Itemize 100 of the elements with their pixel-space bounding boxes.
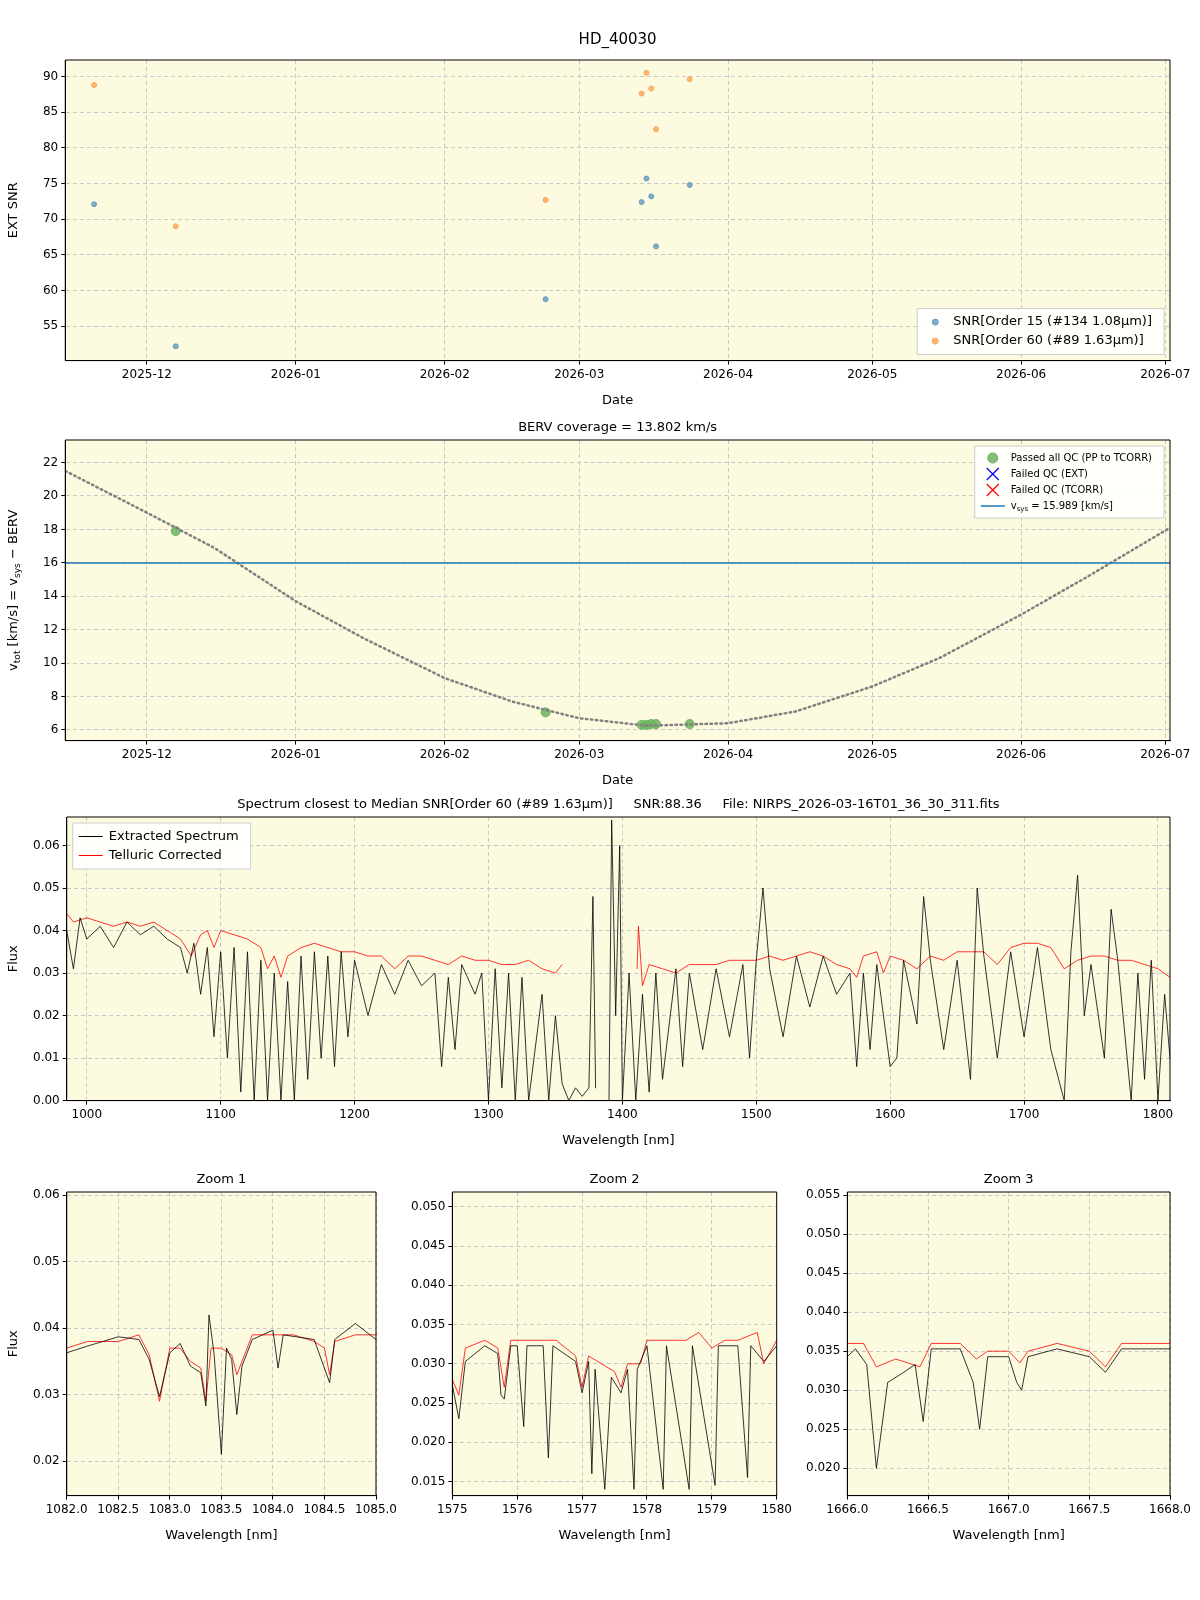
x-tick-label: 1500 (741, 1106, 772, 1121)
legend-label: SNR[Order 60 (#89 1.63μm)] (953, 332, 1144, 348)
x-tick-label: 2026-01 (270, 746, 321, 761)
legend-label: Failed QC (TCORR) (1010, 483, 1104, 495)
x-tick-label: 2026-02 (419, 746, 470, 761)
y-tick-label: 0.05 (33, 880, 60, 895)
x-tick-label: 2025-12 (121, 366, 172, 381)
x-tick-label: 1668.0 (1149, 1501, 1191, 1516)
y-tick-label: 0.035 (410, 1316, 446, 1331)
x-tick-label: 1082.0 (45, 1501, 88, 1516)
y-tick-label: 0.025 (410, 1395, 446, 1410)
x-tick-label: 1083.0 (148, 1501, 191, 1516)
y-axis-title: Flux (5, 1329, 21, 1358)
x-tick-label: 1084.5 (303, 1501, 346, 1516)
x-tick-label: 1578 (631, 1501, 663, 1516)
y-tick-label: 20 (42, 488, 59, 503)
legend-label: Telluric Corrected (107, 846, 222, 862)
y-tick-label: 0.025 (805, 1421, 841, 1436)
y-tick-label: 0.035 (805, 1343, 841, 1358)
x-axis-title: Wavelength [nm] (562, 1132, 675, 1148)
x-tick-label: 1575 (437, 1501, 468, 1516)
y-tick-label: 14 (42, 588, 59, 603)
y-tick-label: 0.03 (33, 965, 60, 980)
y-tick-label: 0.050 (805, 1226, 841, 1241)
x-tick-label: 2026-03 (554, 366, 605, 381)
x-tick-label: 2026-01 (270, 366, 321, 381)
x-tick-label: 1700 (1008, 1106, 1040, 1121)
x-tick-label: 2026-06 (996, 366, 1047, 381)
y-axis-title: vtot [km/s] = vsys − BERV (5, 509, 23, 671)
y-tick-label: 0.055 (805, 1187, 841, 1202)
x-tick-label: 1083.5 (200, 1501, 243, 1516)
x-tick-label: 1200 (339, 1106, 370, 1121)
y-tick-label: 0.040 (805, 1304, 841, 1319)
x-tick-label: 2026-05 (847, 366, 898, 381)
y-tick-label: 0.06 (33, 837, 60, 852)
legend-label: Extracted Spectrum (108, 827, 239, 843)
y-tick-label: 70 (42, 211, 59, 226)
y-tick-label: 90 (42, 68, 59, 83)
y-tick-label: 0.030 (805, 1382, 841, 1397)
x-tick-label: 1576 (501, 1501, 533, 1516)
y-tick-label: 0.020 (410, 1434, 446, 1449)
x-tick-label: 2026-07 (1140, 746, 1191, 761)
x-tick-label: 2026-03 (554, 746, 605, 761)
chart-title: Zoom 2 (589, 1171, 640, 1187)
y-tick-label: 85 (42, 104, 59, 119)
y-tick-label: 60 (42, 282, 59, 297)
x-tick-label: 1800 (1142, 1106, 1174, 1121)
x-axis-title: Wavelength [nm] (165, 1527, 278, 1543)
y-tick-label: 0.015 (410, 1473, 446, 1488)
x-tick-label: 1667.5 (1068, 1501, 1111, 1516)
chart-title: Spectrum closest to Median SNR[Order 60 (#89 1.63μm)] SNR:88.36 File: NIRPS_2026-03-16T01_36_30_311.fits (237, 796, 1000, 812)
chart-title: BERV coverage = 13.802 km/s (518, 419, 718, 435)
x-tick-label: 1400 (607, 1106, 638, 1121)
y-tick-label: 22 (42, 454, 59, 469)
x-tick-label: 2026-02 (419, 366, 470, 381)
y-tick-label: 0.04 (33, 922, 60, 937)
y-tick-label: 0.050 (410, 1199, 446, 1214)
x-tick-label: 1084.0 (251, 1501, 294, 1516)
x-axis-title: Date (602, 772, 634, 788)
x-tick-label: 1580 (761, 1501, 792, 1516)
y-tick-label: 0.040 (410, 1277, 446, 1292)
x-tick-label: 1085.0 (355, 1501, 398, 1516)
x-tick-label: 2026-07 (1140, 366, 1191, 381)
y-tick-label: 18 (42, 521, 59, 536)
y-tick-label: 10 (42, 655, 59, 670)
x-tick-label: 1600 (874, 1106, 906, 1121)
y-tick-label: 0.045 (805, 1265, 841, 1280)
x-tick-label: 1300 (473, 1106, 504, 1121)
y-tick-label: 12 (42, 621, 59, 636)
y-tick-label: 0.05 (33, 1253, 60, 1268)
x-tick-label: 2025-12 (121, 746, 172, 761)
x-axis-title: Wavelength [nm] (952, 1527, 1065, 1543)
y-axis-title: EXT SNR (5, 182, 21, 239)
y-tick-label: 6 (50, 722, 59, 737)
y-axis-title: Flux (5, 944, 21, 973)
chart-title: Zoom 3 (983, 1171, 1034, 1187)
x-tick-label: 1100 (205, 1106, 236, 1121)
y-tick-label: 0.06 (33, 1187, 60, 1202)
y-tick-label: 0.020 (805, 1460, 841, 1475)
x-tick-label: 1082.5 (97, 1501, 140, 1516)
legend-label: SNR[Order 15 (#134 1.08μm)] (953, 313, 1152, 329)
x-tick-label: 1000 (71, 1106, 103, 1121)
y-tick-label: 0.01 (33, 1050, 60, 1065)
y-tick-label: 0.030 (410, 1355, 446, 1370)
y-tick-label: 80 (42, 139, 59, 154)
y-tick-label: 0.03 (33, 1386, 60, 1401)
y-tick-label: 16 (42, 554, 59, 569)
y-tick-label: 8 (50, 688, 59, 703)
y-tick-label: 65 (42, 247, 59, 262)
y-tick-label: 75 (42, 175, 59, 190)
x-tick-label: 2026-04 (703, 366, 754, 381)
y-tick-label: 0.045 (410, 1238, 446, 1253)
x-axis-title: Date (602, 392, 634, 408)
chart-title: HD_40030 (578, 29, 657, 49)
x-tick-label: 2026-05 (847, 746, 898, 761)
y-tick-label: 0.04 (33, 1320, 60, 1335)
y-tick-label: 0.02 (33, 1007, 60, 1022)
legend-label: Passed all QC (PP to TCORR) (1010, 451, 1153, 463)
x-tick-label: 2026-06 (996, 746, 1047, 761)
x-axis-title: Wavelength [nm] (558, 1527, 671, 1543)
